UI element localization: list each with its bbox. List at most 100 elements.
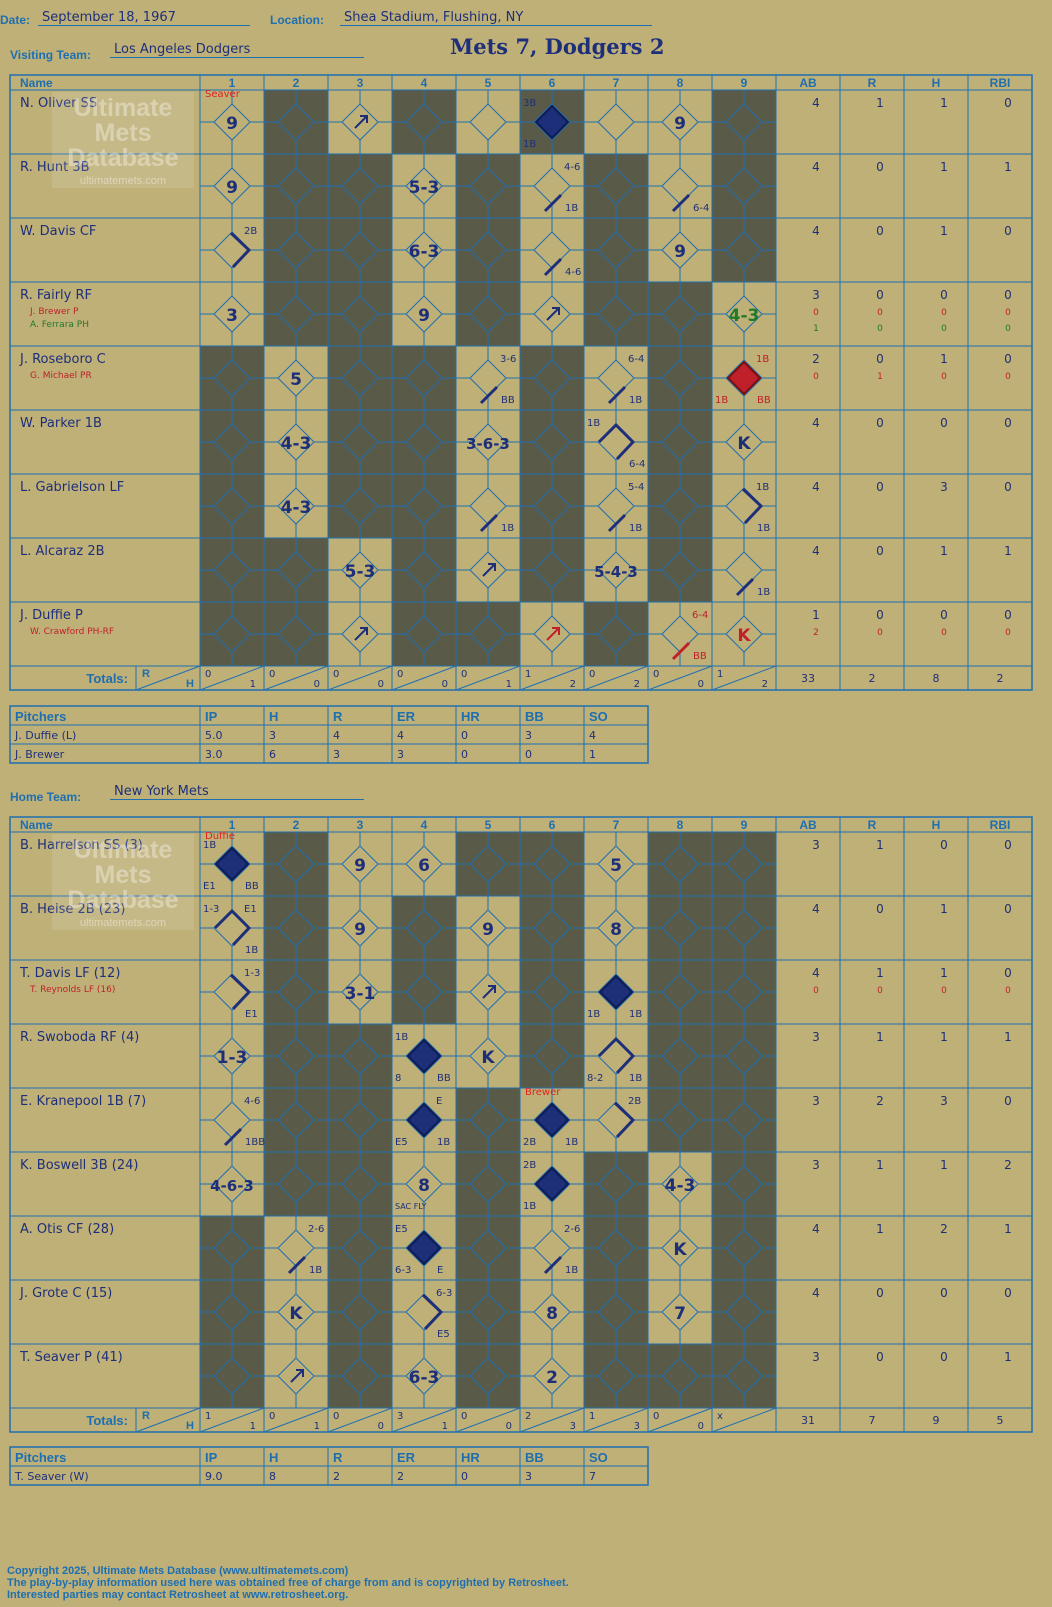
inning-hits-total: 1 bbox=[506, 679, 512, 690]
diamond bbox=[469, 167, 507, 205]
play-note: E5 bbox=[395, 1137, 408, 1148]
player-stat: 1 bbox=[876, 1030, 884, 1044]
diamond bbox=[661, 295, 699, 333]
diamond bbox=[533, 359, 571, 397]
player-name: J. Grote C (15) bbox=[19, 1286, 112, 1301]
advance-arrow bbox=[482, 985, 496, 999]
pitchers-header: H bbox=[269, 709, 278, 724]
diamond bbox=[469, 1165, 507, 1203]
player-stat: 1 bbox=[1004, 1030, 1012, 1044]
player-stat: 1 bbox=[876, 1222, 884, 1236]
inning-header: 4 bbox=[421, 818, 428, 832]
player-stat: 0 bbox=[941, 628, 947, 638]
player-stat: 3 bbox=[812, 1158, 820, 1172]
play-note: BB bbox=[245, 881, 259, 892]
base-hit-mark bbox=[479, 385, 499, 405]
diamond bbox=[405, 1101, 443, 1139]
play-result: 9 bbox=[482, 920, 494, 940]
diamond bbox=[405, 487, 443, 525]
player-stat: 0 bbox=[1005, 628, 1011, 638]
play-note: 2B bbox=[244, 226, 257, 237]
base-hit-mark bbox=[735, 577, 755, 597]
diamond bbox=[213, 1165, 251, 1203]
diamond bbox=[213, 423, 251, 461]
stat-header: AB bbox=[799, 76, 817, 90]
inning-hits-total: 0 bbox=[698, 1421, 704, 1432]
diamond bbox=[469, 1101, 507, 1139]
watermark-panel bbox=[52, 92, 194, 188]
play-result: 5-3 bbox=[409, 178, 440, 198]
diamond bbox=[405, 1165, 443, 1203]
play-note: E5 bbox=[437, 1329, 450, 1340]
play-result: 5 bbox=[610, 856, 622, 876]
diamond bbox=[405, 845, 443, 883]
play-note: 6-4 bbox=[629, 459, 645, 470]
player-stat: 0 bbox=[1004, 480, 1012, 494]
inning-hits-total: 0 bbox=[314, 679, 320, 690]
player-name: R. Hunt 3B bbox=[20, 160, 90, 175]
advance-arrow-head bbox=[552, 627, 560, 635]
advance-arrow bbox=[354, 627, 368, 641]
diamond bbox=[405, 1293, 443, 1331]
diamond bbox=[213, 1037, 251, 1075]
play-note: 1B bbox=[587, 1009, 600, 1020]
player-name: T. Seaver P (41) bbox=[19, 1350, 123, 1365]
player-name: T. Davis LF (12) bbox=[19, 966, 120, 981]
player-stat: 0 bbox=[1004, 96, 1012, 110]
diamond bbox=[405, 295, 443, 333]
player-name: J. Duffie P bbox=[19, 608, 83, 623]
diamond bbox=[725, 423, 763, 461]
play-note: 1B bbox=[629, 395, 642, 406]
advance-arrow-head bbox=[360, 627, 368, 635]
base-hit-mark bbox=[607, 513, 627, 533]
player-stat: 0 bbox=[941, 324, 947, 334]
basepath-mark bbox=[421, 1293, 444, 1331]
play-result: 5-4-3 bbox=[594, 563, 638, 581]
inning-total-divider bbox=[711, 1407, 777, 1433]
play-result: 4-3 bbox=[281, 498, 312, 518]
watermark-text: Mets bbox=[95, 861, 152, 889]
diamond bbox=[277, 1037, 315, 1075]
diamond bbox=[277, 103, 315, 141]
diamond bbox=[277, 1357, 315, 1395]
footer: Copyright 2025, Ultimate Mets Database (… bbox=[7, 1565, 569, 1601]
inning-hits-total: 1 bbox=[250, 679, 256, 690]
diamond bbox=[725, 359, 763, 397]
play-result: 8 bbox=[418, 1176, 430, 1196]
base-hit-mark bbox=[543, 257, 563, 277]
diamond bbox=[725, 103, 763, 141]
player-stat: 0 bbox=[1004, 902, 1012, 916]
inning-header: 4 bbox=[421, 76, 428, 90]
player-stat: 1 bbox=[876, 966, 884, 980]
diamond bbox=[469, 359, 507, 397]
play-note: E1 bbox=[244, 904, 257, 915]
play-note: 1B bbox=[757, 587, 770, 598]
inning-total-divider bbox=[583, 665, 649, 691]
diamond bbox=[725, 231, 763, 269]
player-stat: 1 bbox=[1004, 1350, 1012, 1364]
play-note: E bbox=[436, 1096, 442, 1107]
diamond bbox=[341, 167, 379, 205]
advance-arrow bbox=[546, 627, 560, 641]
diamond bbox=[533, 487, 571, 525]
pitcher-stat: 6 bbox=[269, 748, 276, 761]
player-stat: 4 bbox=[812, 544, 820, 558]
diamond bbox=[277, 423, 315, 461]
pitchers-header: SO bbox=[589, 709, 608, 724]
inning-total-divider bbox=[711, 665, 777, 691]
diamond bbox=[277, 487, 315, 525]
play-result: 8 bbox=[546, 1304, 558, 1324]
advance-arrow-head bbox=[360, 115, 368, 123]
play-note: BB bbox=[501, 395, 515, 406]
player-stat: 0 bbox=[1004, 416, 1012, 430]
inning-hits-total: 2 bbox=[634, 679, 640, 690]
diamond bbox=[213, 845, 251, 883]
inning-header: 9 bbox=[741, 818, 748, 832]
player-stat: 2 bbox=[812, 352, 820, 366]
advance-arrow bbox=[290, 1369, 304, 1383]
advance-arrow-head bbox=[296, 1369, 304, 1377]
diamond bbox=[469, 551, 507, 589]
play-note: E bbox=[437, 1265, 443, 1276]
diamond bbox=[341, 295, 379, 333]
player-stat: 1 bbox=[940, 966, 948, 980]
